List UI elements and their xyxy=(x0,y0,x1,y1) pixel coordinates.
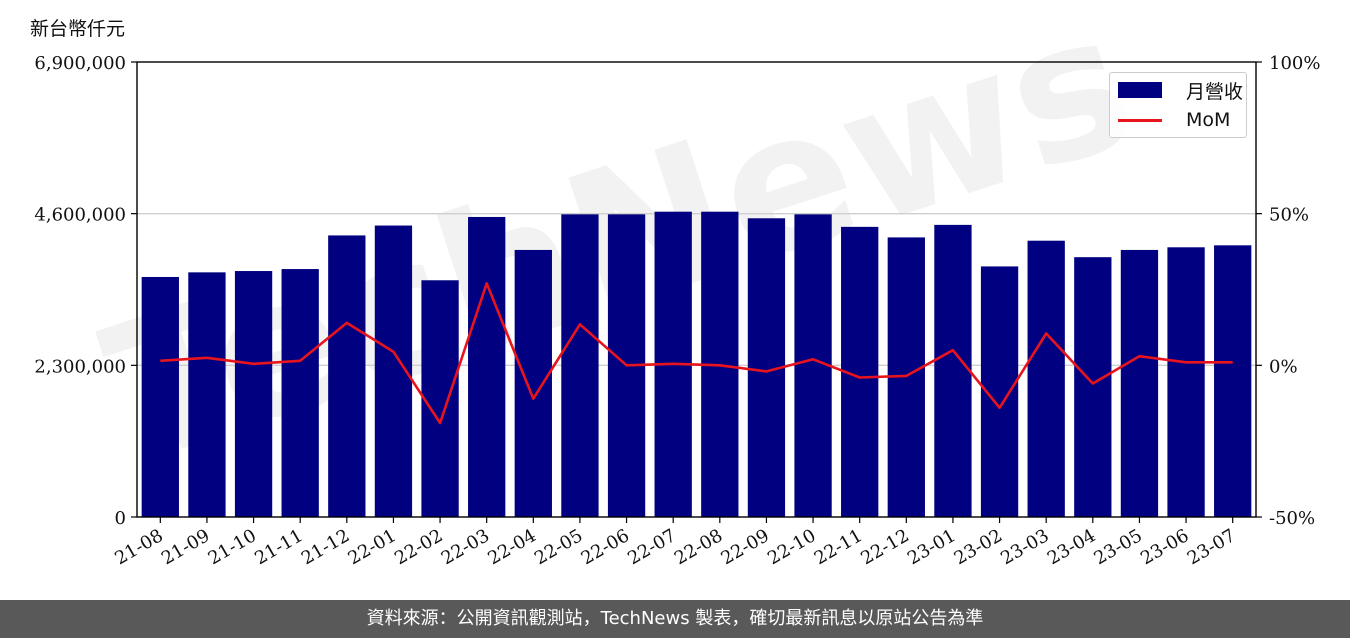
x-tick-label-22-02: 22-02 xyxy=(391,525,446,569)
x-tick-label-23-01: 23-01 xyxy=(904,525,959,569)
x-tick-label-23-02: 23-02 xyxy=(951,525,1006,569)
legend-item-mom: MoM xyxy=(1118,108,1230,132)
x-tick-label-23-04: 23-04 xyxy=(1044,525,1099,569)
plot-frame xyxy=(136,61,1257,518)
legend-label-revenue: 月營收 xyxy=(1186,80,1244,103)
bar-22-10 xyxy=(794,214,832,517)
bar-22-02 xyxy=(421,280,459,517)
bar-22-04 xyxy=(514,249,552,517)
right-tick-label: 100% xyxy=(1269,53,1320,74)
right-tick-label: -50% xyxy=(1269,508,1315,529)
chart-area: TechNews02,300,0004,600,0006,900,000-50%… xyxy=(34,0,1320,569)
right-tick-label: 50% xyxy=(1269,205,1309,226)
x-tick-label-22-12: 22-12 xyxy=(857,525,912,569)
legend-item-revenue: 月營收 xyxy=(1118,78,1244,103)
bar-23-05 xyxy=(1120,249,1159,517)
x-tick-label-22-08: 22-08 xyxy=(671,525,726,569)
x-tick-label-22-04: 22-04 xyxy=(484,525,539,569)
x-tick-label-21-11: 21-11 xyxy=(251,525,306,569)
bar-23-01 xyxy=(934,224,972,517)
x-tick-label-22-09: 22-09 xyxy=(717,525,772,569)
x-tick-label-22-11: 22-11 xyxy=(811,525,866,569)
left-tick-label: 2,300,000 xyxy=(34,356,126,377)
x-tick-label-22-07: 22-07 xyxy=(624,525,679,569)
left-tick-label: 4,600,000 xyxy=(34,205,126,226)
bar-23-03 xyxy=(1027,240,1065,518)
bar-21-11 xyxy=(281,269,319,517)
x-tick-label-22-06: 22-06 xyxy=(578,525,633,569)
x-tick-label-23-06: 23-06 xyxy=(1137,525,1192,569)
bar-22-03 xyxy=(468,216,506,517)
source-footer: 資料來源：公開資訊觀測站，TechNews 製表，確切最新訊息以原站公告為準 xyxy=(0,600,1350,638)
x-tick-label-21-12: 21-12 xyxy=(298,525,353,569)
mom-line xyxy=(160,282,1233,425)
left-axis-unit-label: 新台幣仟元 xyxy=(30,18,126,40)
left-tick-label: 0 xyxy=(115,508,126,529)
x-tick-label-22-01: 22-01 xyxy=(344,525,399,569)
x-tick-label-21-08: 21-08 xyxy=(111,525,166,569)
x-tick-label-22-03: 22-03 xyxy=(438,525,493,569)
x-tick-label-22-10: 22-10 xyxy=(764,525,819,569)
x-tick-label-22-05: 22-05 xyxy=(531,525,586,569)
bar-21-08 xyxy=(141,276,179,517)
x-tick-label-21-10: 21-10 xyxy=(205,525,260,569)
bar-22-05 xyxy=(561,214,599,517)
legend: 月營收 MoM xyxy=(1109,72,1247,138)
x-tick-label-23-07: 23-07 xyxy=(1184,525,1239,569)
legend-label-mom: MoM xyxy=(1186,109,1231,131)
bar-23-07 xyxy=(1214,245,1252,517)
x-tick-label-23-05: 23-05 xyxy=(1090,525,1145,569)
x-tick-label-21-09: 21-09 xyxy=(158,525,213,569)
right-tick-label: 0% xyxy=(1269,356,1298,377)
bar-23-04 xyxy=(1074,257,1112,517)
x-tick-label-23-03: 23-03 xyxy=(997,525,1052,569)
legend-bar-swatch xyxy=(1118,82,1162,98)
bar-21-10 xyxy=(234,271,273,517)
bar-21-12 xyxy=(328,235,366,517)
bar-23-06 xyxy=(1167,247,1205,517)
bar-21-09 xyxy=(188,272,226,517)
legend-line-swatch xyxy=(1118,118,1162,122)
left-tick-label: 6,900,000 xyxy=(34,53,126,74)
